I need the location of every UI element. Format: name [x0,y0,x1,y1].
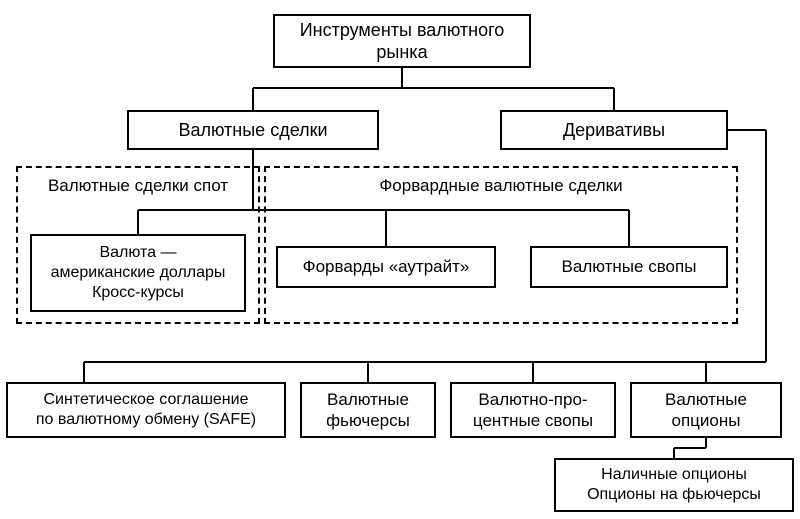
node-root: Инструменты валютногорынка [273,14,531,68]
group-spot [16,166,260,324]
node-safe: Синтетическое соглашениепо валютному обм… [6,382,286,438]
node-deals: Валютные сделки [127,110,379,150]
node-derivatives: Деривативы [500,110,728,150]
node-ccy-swaps: Валютно-про-центные свопы [450,382,616,438]
node-opt-children: Наличные опционыОпционы на фьючерсы [554,458,794,512]
group-forward [264,166,738,324]
node-options: Валютныеопционы [630,382,782,438]
node-futures: Валютныефьючерсы [300,382,436,438]
